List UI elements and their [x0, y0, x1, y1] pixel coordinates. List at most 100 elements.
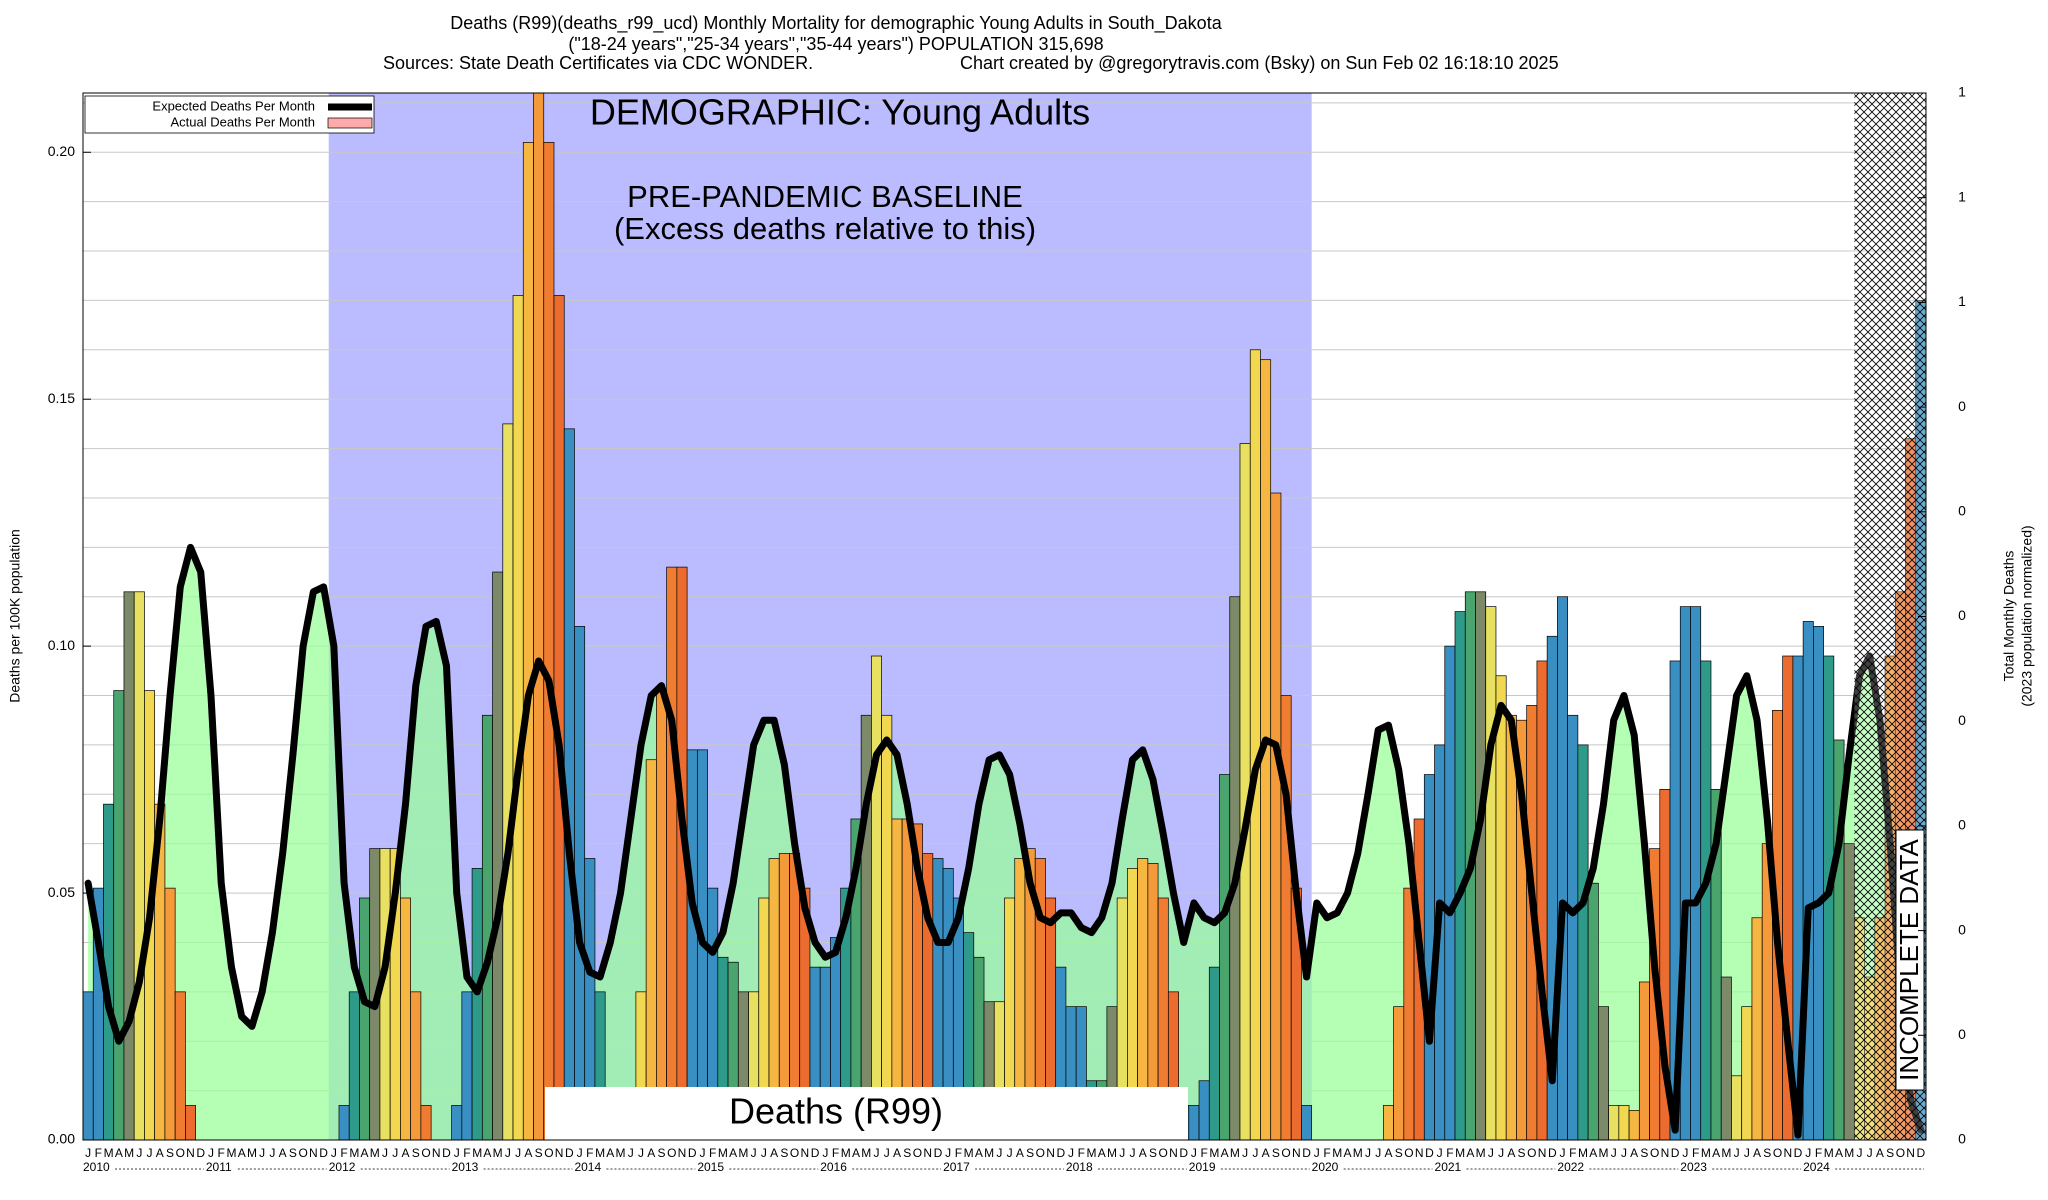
x-tick-label: M: [349, 1146, 359, 1160]
x-tick-label: A: [1384, 1146, 1392, 1160]
x-tick-label: M: [472, 1146, 482, 1160]
x-tick-label: F: [218, 1146, 225, 1160]
x-tick-label: D: [1794, 1146, 1803, 1160]
year-label: 2012: [329, 1160, 356, 1174]
x-tick-label: J: [1621, 1146, 1627, 1160]
x-tick-label: J: [147, 1146, 153, 1160]
y2-tick-label: 0: [1958, 921, 1966, 937]
x-tick-label: D: [442, 1146, 451, 1160]
x-tick-label: S: [1763, 1146, 1771, 1160]
chart-title: Deaths (R99)(deaths_r99_ucd) Monthly Mor…: [450, 13, 1222, 34]
bar: [1628, 1110, 1640, 1140]
legend-label: Actual Deaths Per Month: [170, 114, 315, 129]
x-tick-label: J: [1682, 1146, 1688, 1160]
x-tick-label: M: [1721, 1146, 1731, 1160]
x-tick-label: S: [166, 1146, 174, 1160]
bar: [1444, 645, 1456, 1140]
x-tick-label: J: [577, 1146, 583, 1160]
x-tick-label: N: [1783, 1146, 1792, 1160]
x-tick-label: A: [1262, 1146, 1270, 1160]
x-tick-label: O: [544, 1146, 553, 1160]
chart-subtitle: ("18-24 years","25-34 years","35-44 year…: [568, 34, 1103, 54]
x-tick-label: F: [340, 1146, 347, 1160]
x-tick-label: N: [1046, 1146, 1055, 1160]
x-tick-label: A: [1630, 1146, 1638, 1160]
x-tick-label: D: [196, 1146, 205, 1160]
x-tick-label: S: [535, 1146, 543, 1160]
x-tick-label: A: [115, 1146, 123, 1160]
x-tick-label: A: [156, 1146, 164, 1160]
bar: [348, 991, 360, 1140]
x-tick-label: N: [1169, 1146, 1178, 1160]
x-tick-label: A: [402, 1146, 410, 1160]
bar: [113, 690, 125, 1140]
x-tick-label: J: [1867, 1146, 1873, 1160]
bar: [533, 93, 545, 1140]
x-tick-label: S: [780, 1146, 788, 1160]
x-tick-label: N: [1292, 1146, 1301, 1160]
x-tick-label: A: [1753, 1146, 1761, 1160]
year-label: 2024: [1803, 1160, 1830, 1174]
year-label: 2021: [1435, 1160, 1462, 1174]
x-tick-label: J: [1129, 1146, 1135, 1160]
bar: [1382, 1105, 1394, 1140]
bar: [1557, 596, 1568, 1140]
x-tick-label: S: [1886, 1146, 1894, 1160]
bar: [451, 1105, 463, 1140]
bar: [1393, 1006, 1405, 1140]
bar: [83, 991, 94, 1140]
x-tick-label: M: [1476, 1146, 1486, 1160]
x-tick-label: S: [903, 1146, 911, 1160]
bar: [1843, 843, 1855, 1140]
bar: [1198, 1080, 1210, 1140]
bar: [1700, 660, 1712, 1140]
x-tick-label: S: [1518, 1146, 1526, 1160]
x-tick-label: A: [1343, 1146, 1351, 1160]
bar: [645, 759, 657, 1140]
x-tick-label: D: [319, 1146, 328, 1160]
x-tick-label: S: [657, 1146, 665, 1160]
annotation: DEMOGRAPHIC: Young Adults: [590, 92, 1090, 133]
bar: [1598, 1006, 1609, 1140]
x-tick-label: M: [738, 1146, 748, 1160]
x-tick-label: F: [586, 1146, 593, 1160]
bar: [1485, 606, 1497, 1140]
year-label: 2016: [820, 1160, 847, 1174]
x-tick-label: A: [975, 1146, 983, 1160]
x-tick-label: N: [555, 1146, 564, 1160]
x-tick-label: D: [934, 1146, 943, 1160]
x-tick-label: O: [1281, 1146, 1290, 1160]
x-tick-label: O: [913, 1146, 922, 1160]
bar: [1301, 1105, 1313, 1140]
x-tick-label: S: [1640, 1146, 1648, 1160]
expected-line: [84, 543, 1925, 1139]
year-label: 2019: [1189, 1160, 1216, 1174]
sources: Sources: State Death Certificates via CD…: [383, 53, 813, 73]
x-tick-label: M: [1087, 1146, 1097, 1160]
x-tick-label: J: [1365, 1146, 1371, 1160]
x-tick-label: M: [1578, 1146, 1588, 1160]
bar: [686, 749, 698, 1140]
x-tick-label: A: [729, 1146, 737, 1160]
x-tick-label: J: [515, 1146, 521, 1160]
x-tick-label: N: [678, 1146, 687, 1160]
annotation: (Excess deaths relative to this): [614, 211, 1036, 246]
x-tick-label: J: [751, 1146, 757, 1160]
bar: [522, 142, 534, 1140]
bar: [400, 897, 411, 1140]
x-tick-label: M: [247, 1146, 257, 1160]
x-tick-label: M: [1353, 1146, 1363, 1160]
year-label: 2020: [1312, 1160, 1339, 1174]
x-tick-label: D: [1425, 1146, 1434, 1160]
bar: [1741, 1006, 1753, 1140]
x-tick-label: J: [1007, 1146, 1013, 1160]
y2-tick-label: 0: [1958, 503, 1966, 519]
cause-label: Deaths (R99): [729, 1091, 943, 1132]
x-tick-label: M: [1107, 1146, 1117, 1160]
x-tick-label: O: [1036, 1146, 1045, 1160]
x-tick-label: S: [1272, 1146, 1280, 1160]
x-tick-label: N: [186, 1146, 195, 1160]
x-tick-label: J: [822, 1146, 828, 1160]
x-tick-label: J: [1191, 1146, 1197, 1160]
x-tick-label: O: [1773, 1146, 1782, 1160]
